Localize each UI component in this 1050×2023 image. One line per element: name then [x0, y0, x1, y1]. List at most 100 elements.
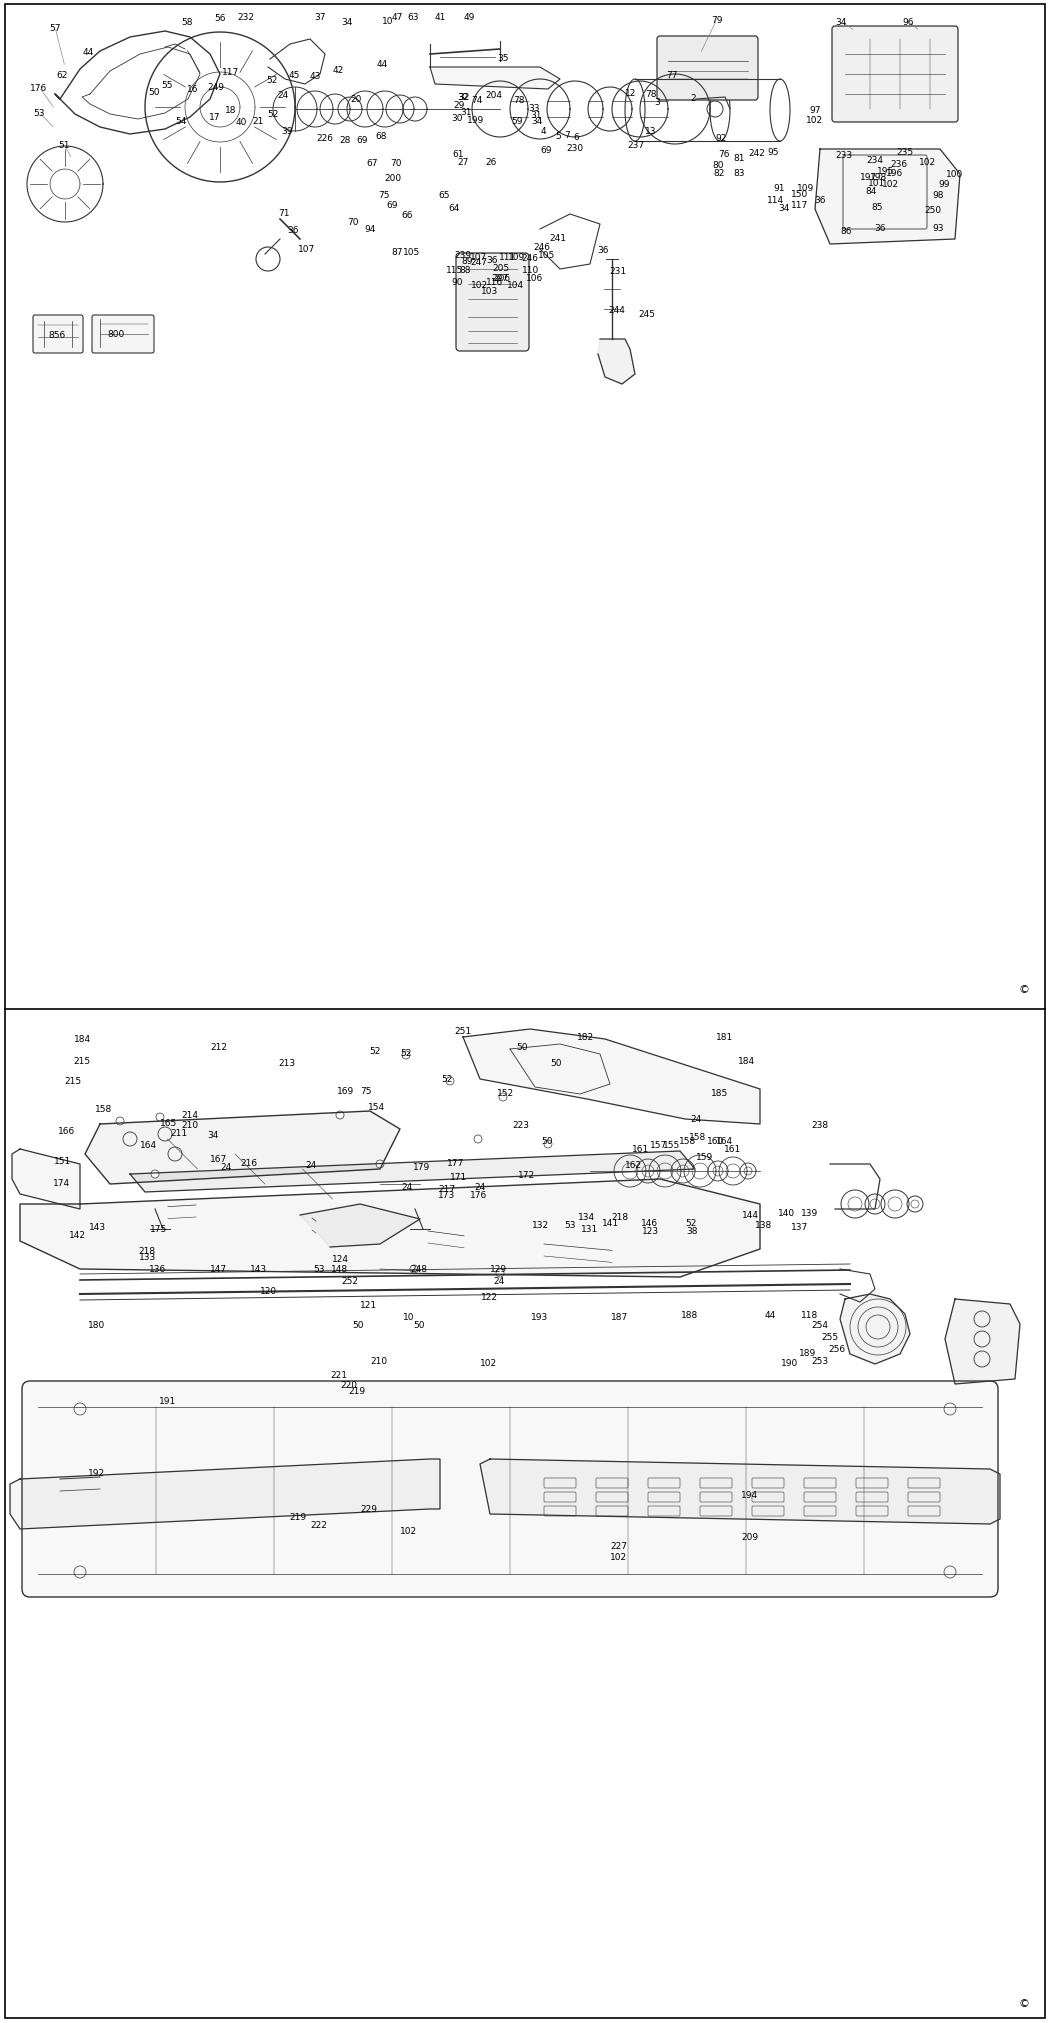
Text: 216: 216 — [240, 1159, 257, 1167]
Text: 24: 24 — [306, 1161, 317, 1169]
Text: 210: 210 — [182, 1121, 198, 1131]
Text: 109: 109 — [797, 184, 815, 192]
Text: 252: 252 — [341, 1277, 358, 1285]
FancyBboxPatch shape — [92, 316, 154, 354]
Text: 75: 75 — [378, 190, 390, 200]
Text: 191: 191 — [160, 1396, 176, 1406]
Polygon shape — [480, 1459, 1000, 1523]
Text: 24: 24 — [475, 1183, 485, 1192]
Text: 189: 189 — [799, 1347, 817, 1357]
Text: 30: 30 — [452, 113, 463, 123]
Text: 248: 248 — [411, 1264, 427, 1274]
Text: 256: 256 — [828, 1345, 845, 1353]
Circle shape — [376, 1161, 384, 1169]
Text: 101: 101 — [868, 178, 885, 188]
Text: 200: 200 — [384, 174, 401, 182]
Text: 57: 57 — [49, 24, 61, 32]
Text: 29: 29 — [454, 101, 465, 109]
Text: 21: 21 — [252, 117, 264, 125]
Text: 102: 102 — [481, 1359, 498, 1368]
Text: 152: 152 — [498, 1088, 514, 1096]
Text: 221: 221 — [331, 1372, 348, 1380]
Text: 138: 138 — [755, 1220, 773, 1228]
Text: 198: 198 — [870, 172, 887, 182]
Text: 136: 136 — [149, 1264, 167, 1272]
Text: 36: 36 — [875, 223, 886, 233]
Text: 36: 36 — [486, 255, 498, 265]
Text: 66: 66 — [401, 210, 413, 218]
Text: 226: 226 — [316, 134, 334, 142]
Polygon shape — [430, 69, 560, 89]
Text: 90: 90 — [452, 277, 463, 287]
Text: 181: 181 — [716, 1034, 734, 1042]
Text: 53: 53 — [34, 109, 45, 117]
Text: 241: 241 — [549, 233, 567, 243]
Text: 204: 204 — [485, 91, 503, 99]
Text: 6: 6 — [573, 131, 579, 142]
Text: 5: 5 — [555, 131, 561, 140]
FancyBboxPatch shape — [22, 1382, 997, 1598]
Text: 102: 102 — [471, 281, 488, 289]
Text: 254: 254 — [812, 1321, 828, 1329]
Text: ©: © — [1018, 1999, 1030, 2009]
Text: 132: 132 — [532, 1220, 549, 1228]
Text: 35: 35 — [498, 53, 509, 63]
Text: 141: 141 — [603, 1220, 620, 1228]
Text: 34: 34 — [531, 117, 543, 125]
Polygon shape — [463, 1030, 760, 1125]
Text: 147: 147 — [210, 1264, 228, 1274]
Text: 84: 84 — [865, 186, 877, 196]
Text: 50: 50 — [148, 87, 160, 97]
Text: 122: 122 — [481, 1293, 498, 1301]
Text: 106: 106 — [526, 273, 544, 283]
Text: 143: 143 — [251, 1264, 268, 1272]
Text: 79: 79 — [711, 16, 722, 24]
Text: 231: 231 — [609, 267, 627, 275]
Text: 26: 26 — [485, 158, 497, 166]
Text: 80: 80 — [712, 160, 723, 170]
Text: 105: 105 — [539, 251, 555, 259]
Text: 166: 166 — [59, 1127, 76, 1137]
Text: 133: 133 — [140, 1252, 156, 1262]
Polygon shape — [130, 1151, 695, 1192]
Text: 214: 214 — [182, 1111, 198, 1121]
Text: 124: 124 — [332, 1254, 349, 1262]
Text: 218: 218 — [139, 1246, 155, 1254]
Circle shape — [474, 1135, 482, 1143]
Text: 50: 50 — [414, 1321, 425, 1329]
Text: 239: 239 — [455, 251, 471, 259]
Circle shape — [156, 1113, 164, 1121]
Text: 96: 96 — [902, 18, 913, 26]
Text: 18: 18 — [226, 105, 236, 115]
Text: 102: 102 — [882, 180, 900, 188]
Text: 107: 107 — [470, 253, 487, 261]
Text: 151: 151 — [55, 1157, 71, 1165]
Text: 102: 102 — [806, 115, 823, 125]
Text: 34: 34 — [836, 18, 846, 26]
Text: 154: 154 — [369, 1103, 385, 1111]
Text: 209: 209 — [741, 1533, 758, 1542]
Text: 77: 77 — [667, 71, 677, 79]
Text: 88: 88 — [459, 265, 470, 275]
Text: 140: 140 — [778, 1210, 796, 1218]
Text: 150: 150 — [792, 190, 809, 198]
Text: 94: 94 — [364, 225, 376, 233]
Text: 232: 232 — [237, 12, 254, 22]
Text: 157: 157 — [650, 1141, 668, 1149]
Text: 102: 102 — [610, 1554, 628, 1562]
Text: 20: 20 — [351, 95, 361, 103]
Polygon shape — [10, 1459, 440, 1529]
Text: 78: 78 — [646, 89, 656, 99]
Text: 102: 102 — [400, 1527, 418, 1535]
Text: 161: 161 — [724, 1145, 741, 1153]
Text: 107: 107 — [298, 245, 316, 253]
Text: 856: 856 — [48, 330, 65, 340]
Text: 219: 219 — [290, 1513, 307, 1521]
Text: 36: 36 — [288, 225, 299, 235]
Text: 155: 155 — [664, 1141, 680, 1149]
Text: 223: 223 — [512, 1121, 529, 1129]
Text: 222: 222 — [311, 1519, 328, 1529]
Text: 78: 78 — [513, 95, 525, 105]
Text: 34: 34 — [207, 1131, 218, 1139]
Text: 44: 44 — [764, 1309, 776, 1319]
